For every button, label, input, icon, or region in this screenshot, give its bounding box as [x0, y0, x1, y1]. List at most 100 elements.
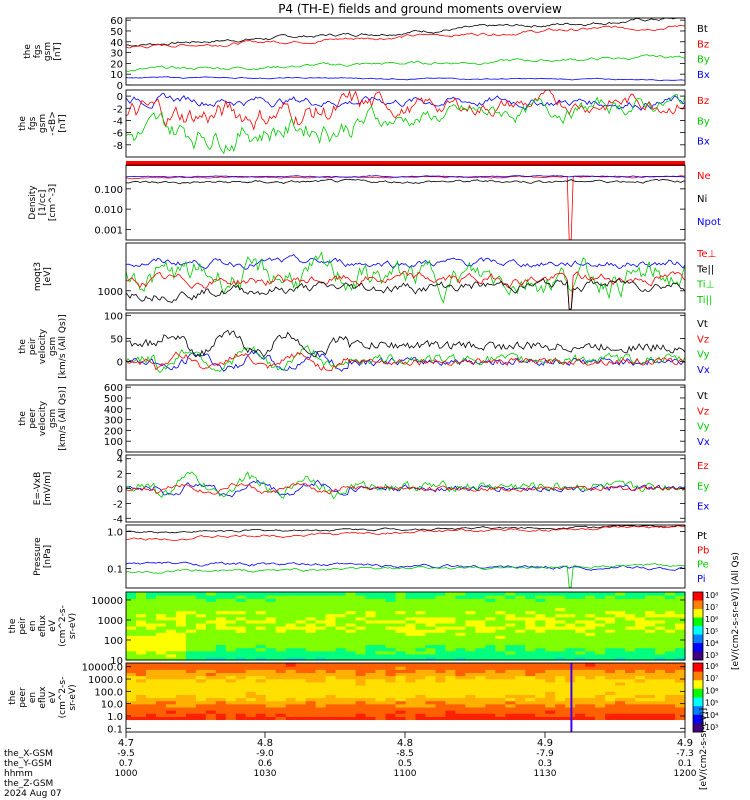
spectrogram-cell — [475, 710, 486, 714]
spectrogram-cell — [555, 703, 566, 708]
spectrogram-cell — [175, 622, 187, 627]
spectrogram-cell — [355, 598, 367, 602]
spectrogram-cell — [625, 647, 636, 652]
spectrogram-cell — [505, 644, 516, 649]
spectrogram-cell — [545, 613, 556, 618]
spectrogram-cell — [425, 666, 437, 670]
spectrogram-cell — [375, 607, 387, 612]
spectrogram-cell — [285, 669, 297, 674]
spectrogram-cell — [265, 681, 277, 686]
y-axis-label: [mV/m] — [43, 472, 53, 506]
spectrogram-cell — [435, 616, 447, 621]
spectrogram-cell — [235, 710, 247, 714]
spectrogram-cell — [665, 629, 676, 633]
spectrogram-cell — [405, 638, 417, 643]
spectrogram-cell — [515, 716, 526, 721]
spectrogram-cell — [195, 601, 207, 605]
spectrogram-cell — [575, 647, 586, 652]
spectrogram-cell — [245, 681, 257, 686]
spectrogram-cell — [375, 656, 387, 661]
spectrogram-cell — [195, 719, 207, 724]
spectrogram-cell — [225, 607, 237, 612]
spectrogram-cell — [665, 619, 676, 624]
spectrogram-cell — [385, 672, 397, 677]
spectrogram-cell — [565, 619, 576, 624]
spectrogram-cell — [315, 647, 327, 652]
spectrogram-cell — [235, 706, 247, 711]
spectrogram-cell — [335, 619, 347, 624]
spectrogram-cell — [515, 681, 526, 686]
date-label: 2024 Aug 07 — [4, 789, 62, 799]
spectrogram-cell — [455, 710, 466, 714]
spectrogram-cell — [395, 653, 407, 658]
spectrogram-cell — [215, 700, 227, 705]
spectrogram-cell — [385, 616, 397, 621]
spectrogram-cell — [595, 725, 606, 730]
spectrogram-cell — [555, 666, 566, 670]
spectrogram-cell — [475, 598, 486, 602]
spectrogram-cell — [215, 666, 227, 670]
y-axis-label: moqt3 — [33, 262, 43, 291]
spectrogram-cell — [645, 663, 656, 667]
spectrogram-cell — [195, 681, 207, 686]
spectrogram-cell — [485, 644, 496, 649]
spectrogram-cell — [525, 703, 536, 708]
spectrogram-cell — [415, 678, 427, 683]
spectrogram-cell — [285, 678, 297, 683]
spectrogram-cell — [235, 595, 247, 599]
spectrogram-cell — [375, 619, 387, 624]
spectrogram-cell — [465, 604, 476, 609]
y-axis-label: velocity — [38, 400, 48, 436]
spectrogram-cell — [475, 653, 486, 658]
spectrogram-cell — [545, 601, 556, 605]
spectrogram-cell — [195, 647, 207, 652]
spectrogram-cell — [465, 613, 476, 618]
spectrogram-cell — [605, 716, 616, 721]
spectrogram-cell — [615, 650, 626, 655]
spectrogram-cell — [625, 716, 636, 721]
spectrogram-cell — [165, 684, 177, 689]
spectrogram-cell — [455, 691, 466, 695]
spectrogram-cell — [395, 703, 407, 708]
spectrogram-cell — [625, 669, 636, 674]
spectrogram-cell — [645, 681, 656, 686]
spectrogram-cell — [405, 644, 417, 649]
legend-vz: Vz — [697, 334, 709, 345]
spectrogram-cell — [175, 595, 187, 599]
spectrogram-cell — [225, 595, 237, 599]
spectrogram-cell — [126, 719, 137, 724]
spectrogram-cell — [655, 641, 666, 646]
spectrogram-cell — [455, 619, 466, 624]
spectrogram-cell — [185, 592, 197, 596]
spectrogram-cell — [375, 632, 387, 636]
spectrogram-cell — [185, 691, 197, 695]
spectrogram-cell — [205, 629, 217, 633]
spectrogram-cell — [565, 598, 576, 602]
spectrogram-cell — [335, 598, 347, 602]
spectrogram-cell — [215, 626, 227, 630]
spectrogram-cell — [375, 675, 387, 680]
spectrogram-cell — [245, 622, 257, 627]
spectrogram-cell — [545, 722, 556, 727]
spectrogram-cell — [455, 604, 466, 609]
spectrogram-cell — [305, 650, 317, 655]
spectrogram-cell — [625, 619, 636, 624]
spectrogram-cell — [255, 629, 267, 633]
series-bx — [125, 76, 685, 82]
spectrogram-cell — [415, 725, 427, 730]
spectrogram-cell — [245, 697, 257, 702]
spectrogram-cell — [155, 626, 167, 630]
legend-ez: Ez — [697, 461, 709, 472]
spectrogram-cell — [355, 638, 367, 643]
spectrogram-cell — [445, 684, 457, 689]
y-tick-label: 20 — [110, 59, 123, 70]
spectrogram-cell — [415, 595, 427, 599]
spectrogram-cell — [126, 688, 137, 692]
spectrogram-cell — [635, 700, 646, 705]
x-row-value: 0.3 — [538, 759, 552, 769]
spectrogram-cell — [435, 626, 447, 630]
spectrogram-cell — [225, 598, 237, 602]
spectrogram-cell — [505, 663, 516, 667]
spectrogram-cell — [435, 681, 447, 686]
